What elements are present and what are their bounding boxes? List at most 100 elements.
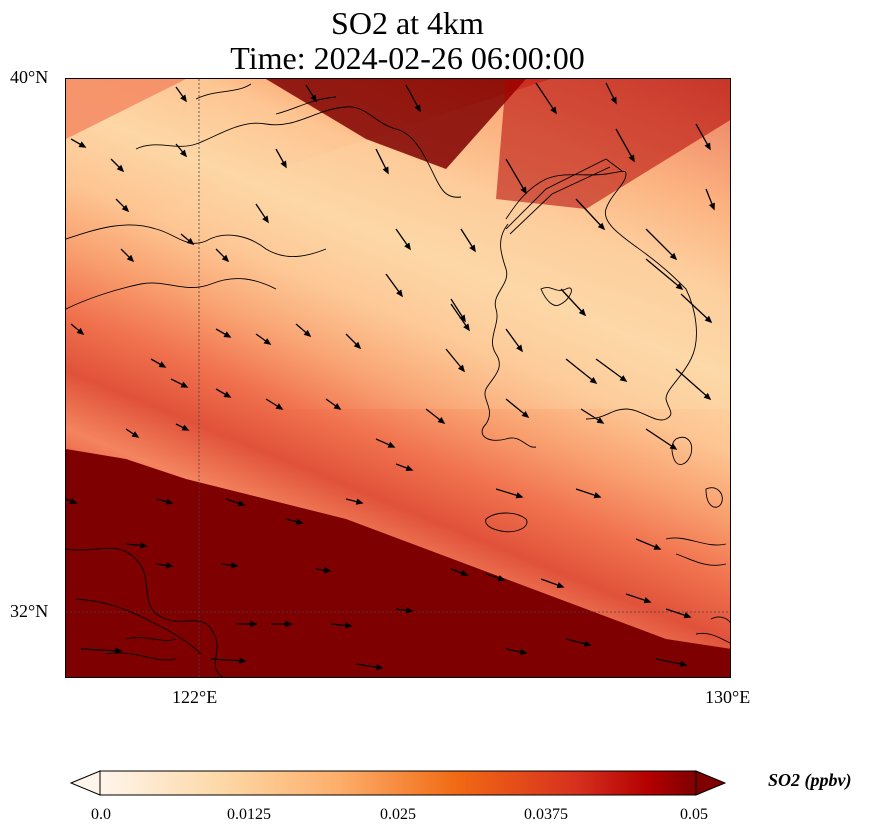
colorbar-tick-4: 0.05 [680, 806, 708, 823]
wind-arrow-head [131, 431, 140, 438]
wind-arrow-head [165, 562, 174, 569]
so2-map [66, 79, 730, 677]
wind-arrow-head [275, 403, 284, 410]
wind-arrow [535, 82, 557, 114]
wind-arrow-head [303, 329, 312, 338]
wind-arrow-head [497, 575, 506, 582]
wind-arrow [565, 358, 597, 384]
wind-arrow [675, 368, 711, 400]
wind-arrow-head [596, 417, 605, 424]
wind-arrow-head [396, 289, 403, 298]
wind-arrow-head [619, 375, 628, 382]
wind-arrow-head [345, 622, 353, 629]
wind-arrow-head [457, 364, 466, 373]
wind-arrow-head [115, 647, 123, 654]
wind-arrow-head [140, 542, 148, 549]
wind-arrow-head [221, 254, 230, 263]
wind-arrow-head [353, 341, 362, 350]
lat-label-32n: 32°N [10, 601, 49, 621]
wind-arrow-head [78, 141, 87, 148]
so2-high-region [66, 449, 730, 677]
wind-arrow-head [76, 327, 85, 336]
wind-arrow-head [180, 94, 187, 103]
wind-arrow-head [521, 410, 530, 419]
wind-arrow-head [515, 492, 524, 499]
wind-arrow-head [593, 492, 602, 499]
wind-arrow [80, 648, 122, 652]
lon-label-130e: 130°E [705, 687, 751, 707]
wind-arrow-head [405, 465, 414, 472]
map-subtitle-time: Time: 2024-02-26 06:00:00 [230, 40, 585, 76]
wind-arrow-head [237, 500, 246, 507]
wind-arrow [575, 198, 605, 230]
wind-arrow-head [323, 567, 332, 574]
wind-arrow-head [186, 237, 195, 246]
wind-arrow [210, 658, 246, 662]
wind-arrow-head [262, 215, 269, 224]
wind-arrow-head [382, 166, 389, 175]
wind-arrow-head [578, 308, 587, 317]
wind-arrow-head [405, 607, 414, 614]
wind-arrow-head [519, 648, 528, 656]
wind-arrow-head [230, 562, 239, 569]
wind-arrow [505, 158, 527, 194]
wind-arrow-head [180, 381, 189, 388]
wind-arrow-head [520, 186, 527, 195]
wind-arrow-head [116, 164, 125, 173]
colorbar-svg [69, 770, 727, 796]
so2-field-wedge [66, 79, 186, 139]
wind-arrow-head [459, 314, 466, 323]
wind-arrow-head [126, 254, 135, 263]
wind-vector-field [66, 82, 715, 671]
colorbar-ramp [99, 770, 697, 796]
wind-arrow-head [375, 663, 384, 671]
colorbar-max-extend [695, 770, 727, 796]
lon-label-122e: 122°E [172, 687, 218, 707]
lat-label-40n: 40°N [10, 67, 49, 87]
wind-arrow-head [628, 154, 635, 163]
wind-arrow [560, 288, 586, 316]
wind-arrow-head [223, 391, 232, 398]
wind-arrow [595, 358, 627, 382]
wind-arrow [615, 128, 635, 162]
wind-arrow-head [295, 518, 304, 525]
map-title: SO2 at 4km [331, 5, 484, 41]
wind-arrow-head [223, 331, 232, 338]
wind-arrow-head [165, 498, 174, 505]
wind-arrow-head [704, 142, 711, 151]
colorbar-tick-2: 0.025 [380, 806, 416, 823]
wind-arrow-head [280, 160, 287, 169]
wind-arrow-head [239, 657, 247, 664]
wind-arrow-head [310, 94, 317, 103]
wind-arrow-head [404, 242, 411, 251]
wind-arrow-head [679, 660, 688, 668]
wind-arrow-head [516, 344, 523, 353]
wind-arrow-head [263, 338, 272, 345]
wind-arrow-head [583, 640, 592, 647]
wind-arrow-head [597, 222, 606, 231]
colorbar-tick-1: 0.0125 [227, 806, 271, 823]
wind-arrow-head [589, 376, 598, 385]
wind-arrow-head [181, 424, 190, 431]
wind-arrow-head [460, 570, 469, 577]
wind-arrow-head [355, 498, 364, 505]
wind-arrow-head [550, 106, 557, 115]
wind-arrow [645, 228, 677, 260]
wind-arrow [645, 258, 683, 290]
wind-arrow-head [703, 392, 712, 401]
wind-arrow-head [414, 104, 421, 113]
wind-arrow-head [643, 597, 652, 604]
wind-arrow-head [250, 620, 258, 628]
wind-arrow-head [437, 417, 446, 424]
colorbar [69, 770, 727, 796]
wind-arrow-head [158, 361, 167, 368]
wind-arrow-head [387, 441, 396, 448]
colorbar-tick-3: 0.0375 [524, 806, 568, 823]
map-panel [65, 78, 731, 678]
wind-arrow-head [669, 252, 678, 261]
colorbar-label: SO2 (ppbv) [768, 770, 852, 790]
wind-arrow-head [675, 282, 684, 291]
so2-high-streak [266, 79, 526, 169]
wind-arrow-head [285, 620, 293, 628]
wind-arrow-head [669, 443, 678, 450]
